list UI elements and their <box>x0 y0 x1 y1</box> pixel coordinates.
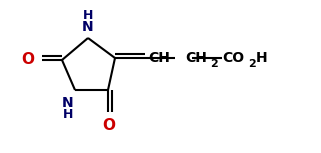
Text: CO: CO <box>222 51 244 65</box>
Text: CH: CH <box>185 51 207 65</box>
Text: CH: CH <box>148 51 170 65</box>
Text: H: H <box>256 51 268 65</box>
Text: H: H <box>83 9 93 22</box>
Text: 2: 2 <box>210 59 218 69</box>
Text: H: H <box>63 108 73 121</box>
Text: 2: 2 <box>248 59 256 69</box>
Text: O: O <box>102 118 116 133</box>
Text: N: N <box>61 96 73 110</box>
Text: N: N <box>82 20 94 34</box>
Text: O: O <box>21 52 34 67</box>
